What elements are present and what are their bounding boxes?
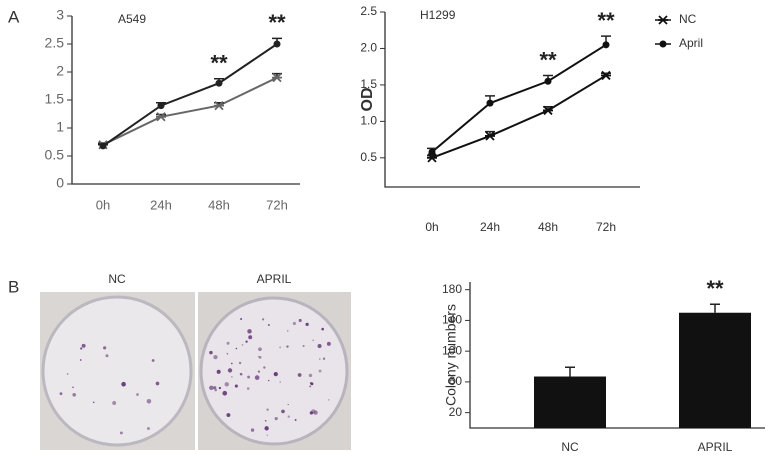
x-tick-label: 24h xyxy=(480,220,500,234)
marker xyxy=(156,112,166,122)
marker xyxy=(273,40,281,48)
y-tick-label: 2.5 xyxy=(360,4,377,18)
chart-title: H1299 xyxy=(420,8,456,22)
annotation: ** xyxy=(268,10,286,35)
y-tick-label: 3 xyxy=(56,7,64,23)
marker xyxy=(272,72,282,83)
panel-label: A xyxy=(8,7,20,26)
axis xyxy=(384,12,640,188)
error-bar xyxy=(710,303,720,313)
y-tick-label: 1.5 xyxy=(360,77,377,91)
photo-label: APRIL xyxy=(257,272,292,286)
y-tick-label: 2.0 xyxy=(360,41,377,55)
x-tick-label: 0h xyxy=(425,220,438,234)
y-tick-label: 1.0 xyxy=(360,114,377,128)
y-tick-label: 60 xyxy=(449,374,463,388)
line xyxy=(431,74,607,159)
marker xyxy=(602,41,610,49)
marker xyxy=(485,131,495,141)
axis xyxy=(71,16,300,185)
photo-nc xyxy=(40,292,195,450)
axis xyxy=(469,282,765,429)
y-tick-label: 140 xyxy=(442,313,462,327)
marker xyxy=(157,102,165,110)
annotation: ** xyxy=(539,47,557,72)
line xyxy=(102,76,278,146)
x-tick-label: APRIL xyxy=(698,440,733,454)
annotation: ** xyxy=(706,276,724,301)
line xyxy=(431,43,607,153)
photo-april xyxy=(198,292,351,450)
marker xyxy=(543,105,553,116)
y-tick-label: 0.5 xyxy=(360,150,377,164)
y-axis-label: Colony numbers xyxy=(443,304,459,406)
bar xyxy=(679,312,751,428)
x-tick-label: 24h xyxy=(150,197,172,212)
marker xyxy=(601,70,611,81)
error-bar xyxy=(565,366,575,377)
y-tick-label: 20 xyxy=(449,405,463,419)
x-tick-label: 48h xyxy=(208,197,230,212)
x-tick-label: 72h xyxy=(596,220,616,234)
panel-label: B xyxy=(8,277,19,296)
marker xyxy=(486,99,494,107)
y-tick-label: 2 xyxy=(56,63,64,79)
x-tick-label: 48h xyxy=(538,220,558,234)
annotation: ** xyxy=(597,8,615,33)
y-tick-label: 1.5 xyxy=(45,91,65,107)
y-tick-label: 1 xyxy=(56,119,64,135)
y-tick-label: 0 xyxy=(56,175,64,191)
marker xyxy=(99,142,107,150)
legend-label: April xyxy=(679,36,703,50)
x-tick-label: 72h xyxy=(266,197,288,212)
y-axis-label: OD xyxy=(359,88,376,112)
y-tick-label: 2.5 xyxy=(45,35,65,51)
marker xyxy=(215,79,223,87)
marker xyxy=(428,148,436,156)
x-tick-label: 0h xyxy=(96,197,110,212)
y-tick-label: 180 xyxy=(442,282,462,296)
marker xyxy=(427,153,437,163)
line xyxy=(102,43,278,147)
y-tick-label: 100 xyxy=(442,343,462,357)
y-tick-label: 0.5 xyxy=(45,147,65,163)
annotation: ** xyxy=(210,51,228,76)
marker xyxy=(544,77,552,85)
legend-label: NC xyxy=(679,12,697,26)
bar xyxy=(534,376,606,428)
marker xyxy=(214,100,224,111)
chart-title: A549 xyxy=(118,12,146,26)
photo-label: NC xyxy=(108,272,126,286)
colonies xyxy=(59,317,331,436)
x-tick-label: NC xyxy=(561,440,579,454)
